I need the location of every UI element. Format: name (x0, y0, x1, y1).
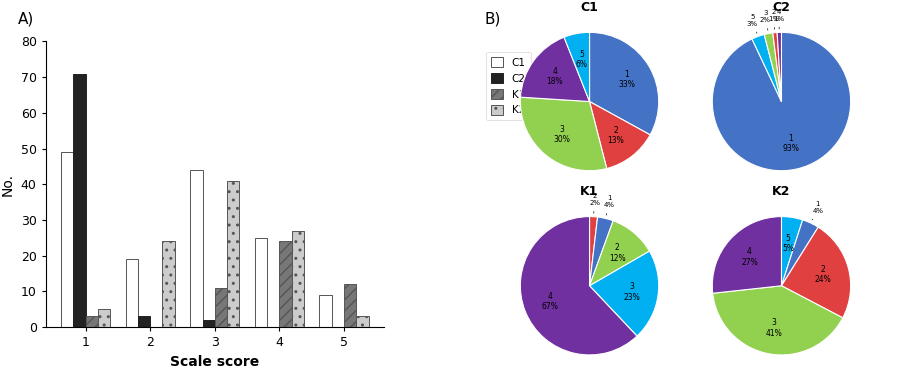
Wedge shape (773, 32, 781, 102)
Text: 5
6%: 5 6% (576, 50, 588, 69)
Text: 5
5%: 5 5% (782, 233, 794, 253)
Bar (138, 317, 150, 327)
Title: C1: C1 (580, 1, 599, 14)
Text: 3
30%: 3 30% (554, 125, 570, 144)
Text: A): A) (18, 11, 35, 26)
Text: 5
3%: 5 3% (747, 14, 758, 33)
Wedge shape (781, 217, 802, 286)
Wedge shape (590, 32, 659, 135)
Text: 4
18%: 4 18% (547, 67, 563, 86)
Wedge shape (590, 102, 650, 168)
Text: 3
2%: 3 2% (760, 10, 771, 30)
Wedge shape (781, 227, 851, 318)
Title: K1: K1 (580, 185, 599, 198)
Bar (319, 295, 332, 327)
Wedge shape (712, 217, 781, 293)
Text: 2
1%: 2 1% (768, 9, 779, 29)
Bar (215, 288, 227, 327)
Text: 1
4%: 1 4% (813, 201, 824, 220)
Text: 1
4%: 1 4% (604, 195, 615, 215)
Wedge shape (520, 217, 637, 355)
Bar (227, 181, 239, 327)
Bar (86, 317, 98, 327)
Bar (98, 309, 111, 327)
X-axis label: Scale score: Scale score (170, 355, 260, 369)
Wedge shape (712, 32, 851, 171)
Text: 3
41%: 3 41% (765, 318, 781, 338)
Bar (61, 152, 73, 327)
Text: 3
23%: 3 23% (623, 282, 641, 302)
Text: 1
33%: 1 33% (618, 70, 635, 89)
Wedge shape (590, 251, 659, 336)
Title: C2: C2 (772, 1, 791, 14)
Bar (280, 241, 292, 327)
Bar (125, 259, 138, 327)
Bar (344, 284, 356, 327)
Bar (203, 320, 215, 327)
Bar (163, 241, 175, 327)
Wedge shape (520, 37, 590, 102)
Text: 4
27%: 4 27% (741, 247, 758, 267)
Text: 2
24%: 2 24% (814, 265, 831, 284)
Y-axis label: No.: No. (1, 173, 16, 196)
Wedge shape (590, 221, 650, 286)
Text: B): B) (484, 11, 501, 26)
Wedge shape (781, 220, 818, 286)
Wedge shape (764, 33, 781, 102)
Wedge shape (590, 217, 613, 286)
Wedge shape (752, 35, 781, 102)
Text: 1
93%: 1 93% (782, 134, 799, 153)
Bar (255, 238, 267, 327)
Wedge shape (564, 32, 590, 102)
Wedge shape (590, 217, 598, 286)
Wedge shape (713, 286, 843, 355)
Text: 4
67%: 4 67% (541, 292, 558, 311)
Wedge shape (777, 32, 781, 102)
Text: 2
12%: 2 12% (609, 243, 625, 262)
Text: 2
13%: 2 13% (608, 126, 624, 145)
Bar (73, 74, 86, 327)
Title: K2: K2 (772, 185, 791, 198)
Wedge shape (520, 97, 607, 171)
Text: 2
2%: 2 2% (589, 193, 600, 213)
Bar (190, 170, 203, 327)
Bar (356, 317, 368, 327)
Legend: C1, C2, K1, K2: C1, C2, K1, K2 (485, 52, 531, 120)
Bar (292, 230, 304, 327)
Text: 4
1%: 4 1% (773, 9, 784, 29)
